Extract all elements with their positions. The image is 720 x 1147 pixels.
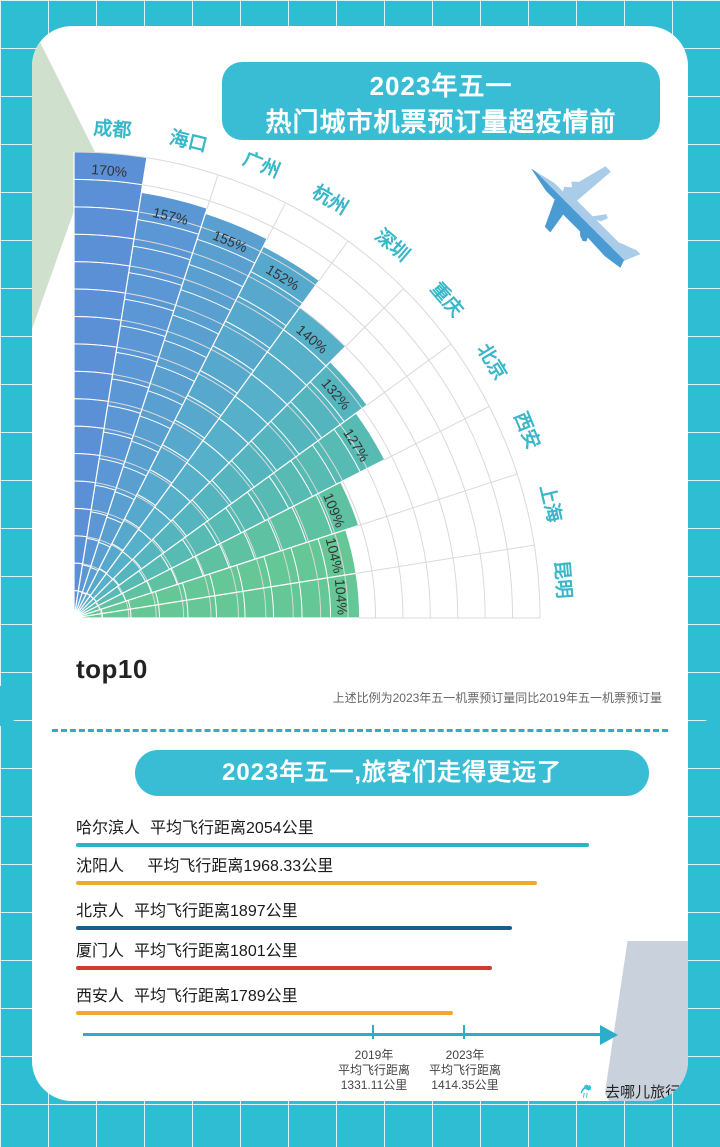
svg-text:104%: 104% — [332, 579, 351, 616]
svg-text:170%: 170% — [91, 161, 128, 180]
svg-text:西安: 西安 — [509, 408, 545, 452]
svg-text:深圳: 深圳 — [371, 224, 415, 266]
svg-text:海口: 海口 — [167, 125, 209, 156]
svg-text:昆明: 昆明 — [550, 560, 575, 600]
svg-text:杭州: 杭州 — [308, 180, 352, 219]
svg-text:广州: 广州 — [240, 147, 284, 183]
svg-text:上海: 上海 — [535, 482, 566, 524]
svg-text:北京: 北京 — [473, 339, 512, 383]
svg-text:重庆: 重庆 — [426, 278, 468, 322]
svg-text:成都: 成都 — [93, 116, 133, 142]
